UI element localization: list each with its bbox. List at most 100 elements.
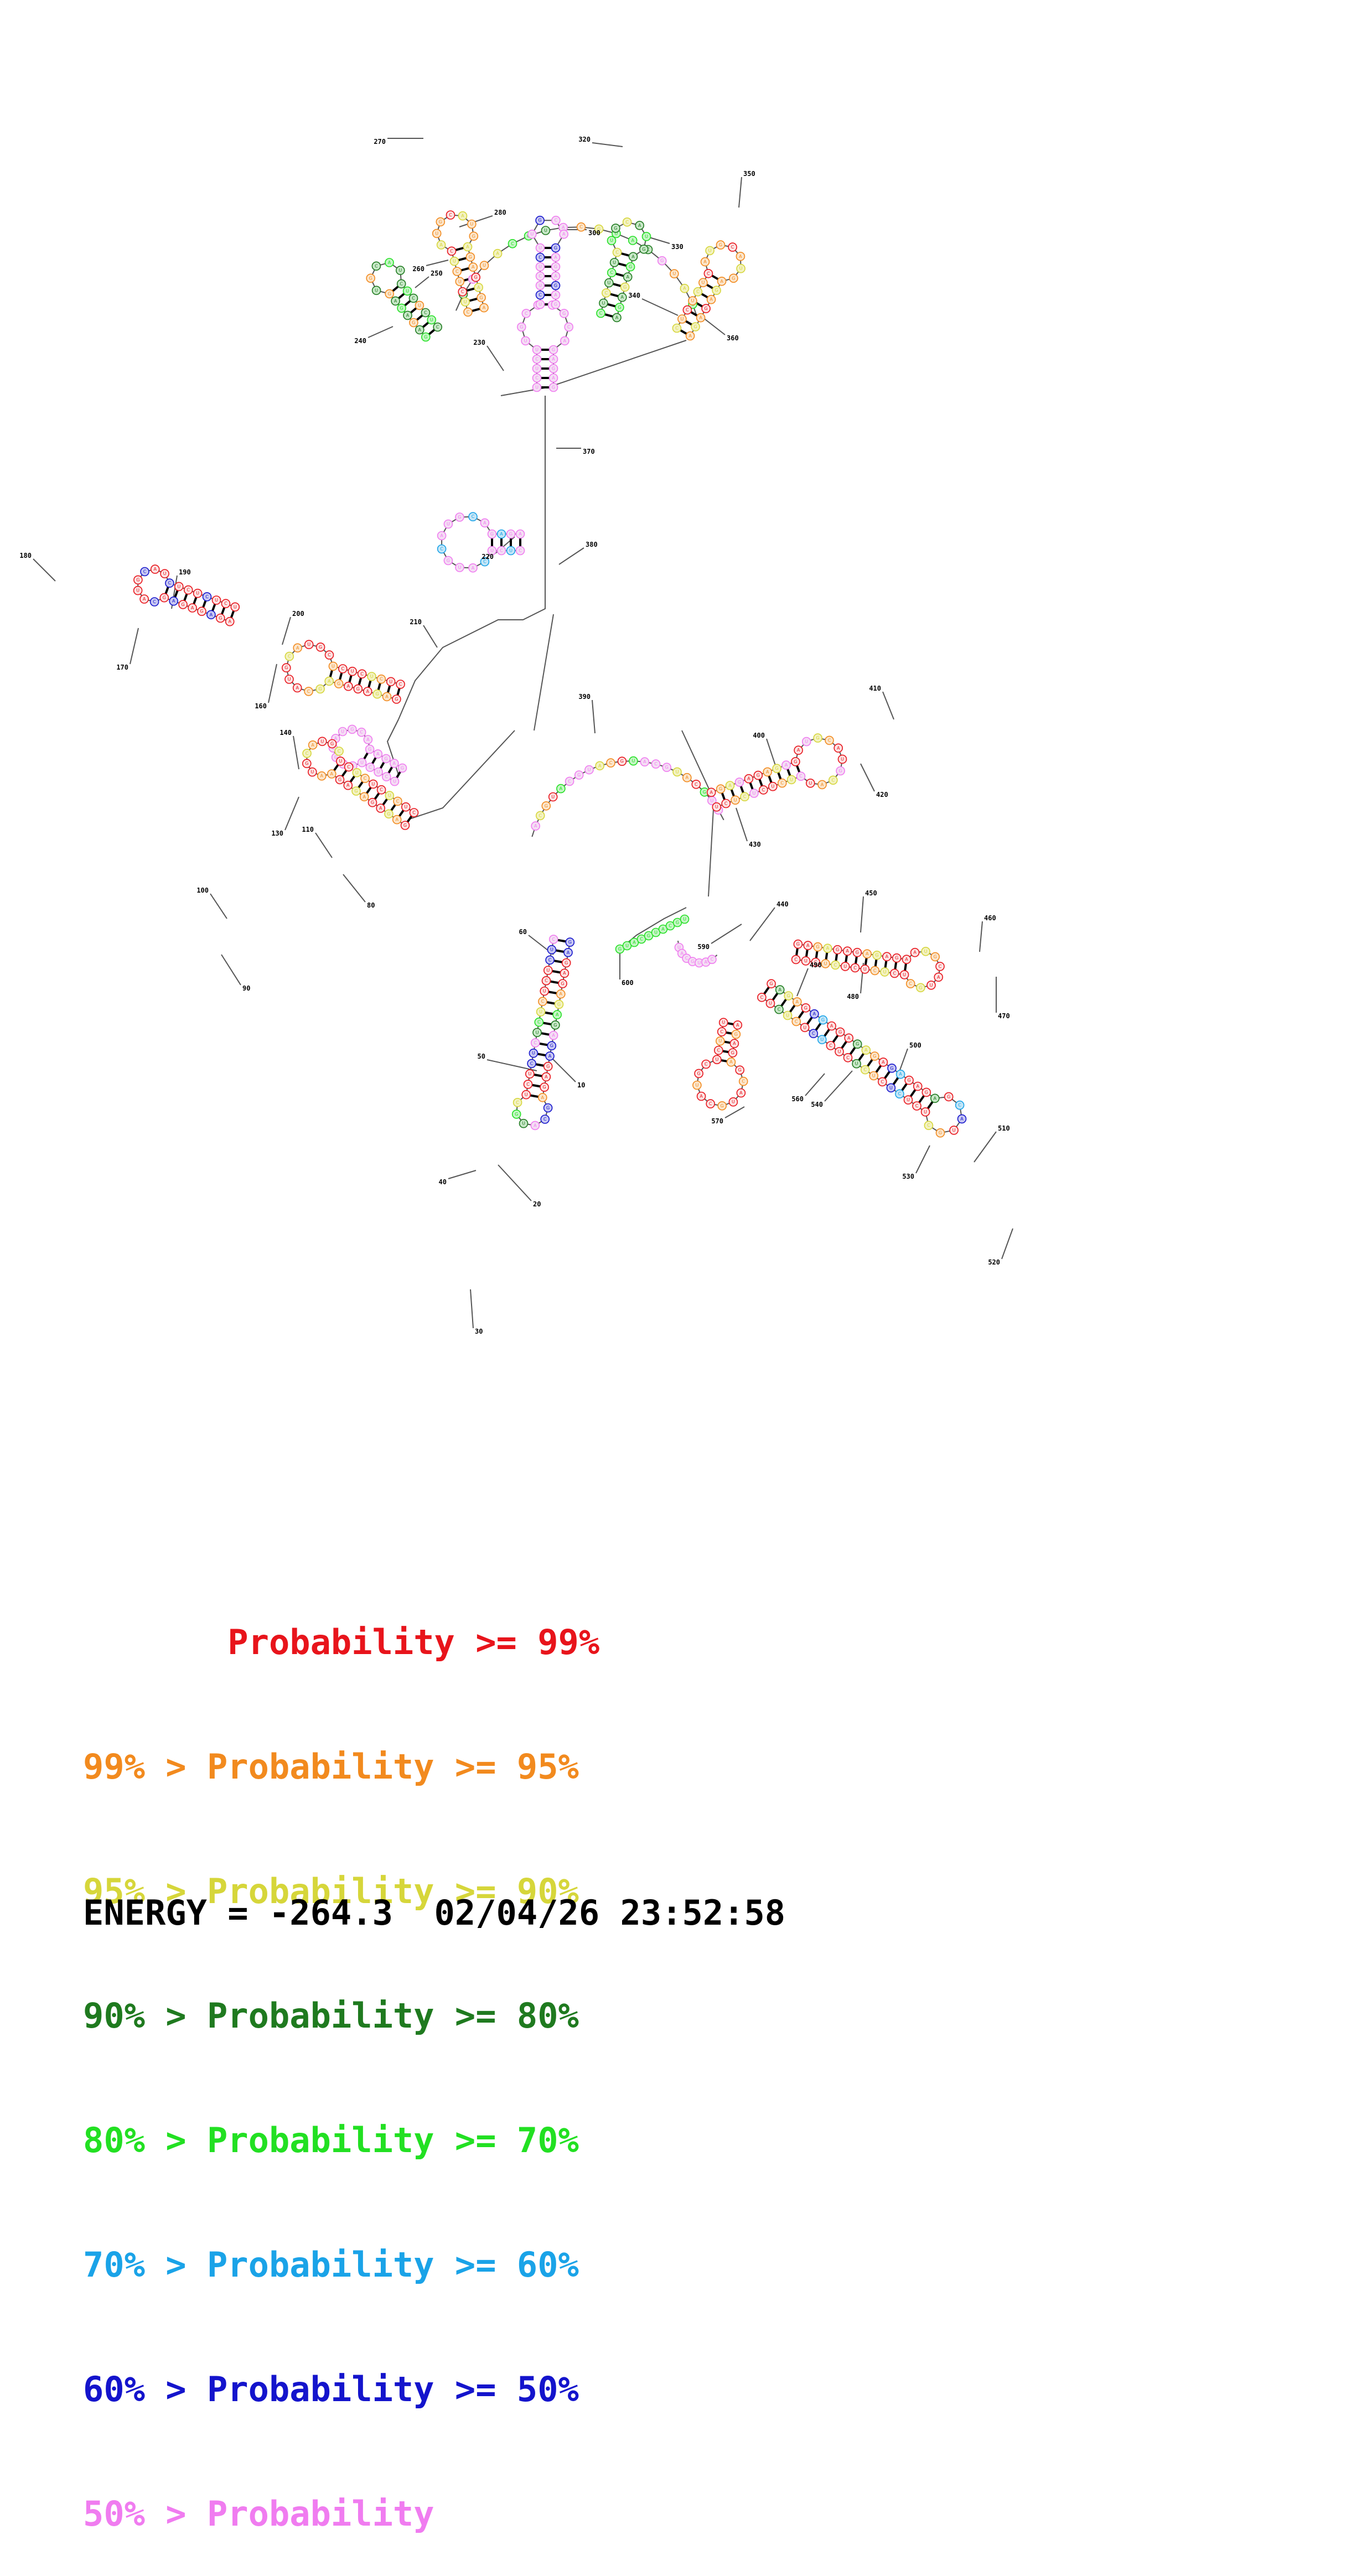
nucleotide [548, 382, 558, 392]
label-leader [498, 1164, 532, 1201]
nucleotide-letter: A [311, 743, 314, 748]
nucleotide [706, 787, 716, 797]
nucleotide-letter: A [626, 274, 629, 279]
nucleotide-letter: A [393, 761, 396, 766]
nucleotide-letter: U [430, 318, 433, 323]
nucleotide-letter: A [661, 927, 665, 932]
nucleotide-letter: G [734, 1032, 738, 1037]
nucleotide-letter: G [557, 1002, 561, 1007]
legend-row-p50: 60% > Probability >= 50% [83, 2369, 579, 2409]
nucleotide-letter: U [645, 234, 648, 239]
nucleotide [693, 287, 703, 297]
nucleotide [521, 1090, 531, 1100]
nucleotide [560, 336, 569, 346]
position-label: 510 [998, 1124, 1010, 1132]
nucleotide [540, 986, 550, 996]
nucleotide [705, 246, 715, 256]
label-leader [724, 1106, 745, 1118]
nucleotide-letter: C [898, 1091, 902, 1096]
nucleotide-letter: C [380, 677, 383, 682]
nucleotide-letter: C [205, 594, 209, 599]
nucleotide [530, 1121, 540, 1131]
nucleotide [230, 602, 240, 612]
nucleotide-letter: G [816, 735, 819, 740]
nucleotide [403, 310, 412, 320]
nucleotide-letter: G [890, 1066, 893, 1071]
nucleotide-letter: A [477, 285, 480, 290]
nucleotide-letter: G [552, 385, 555, 390]
nucleotide-letter: C [525, 311, 528, 316]
nucleotide-letter: G [550, 1043, 553, 1048]
nucleotide-letter: G [925, 1090, 928, 1095]
legend-row-plow: 50% > Probability [83, 2494, 434, 2534]
nucleotide-letter: A [366, 689, 369, 694]
nucleotide [548, 354, 558, 364]
nucleotide [852, 1059, 861, 1069]
nucleotide-letter: U [697, 961, 701, 966]
nucleotide-letter: U [602, 300, 605, 305]
nucleotide-letter: G [838, 1029, 842, 1034]
label-leader [738, 177, 742, 208]
nucleotide-letter: A [554, 255, 557, 260]
position-label: 430 [749, 841, 761, 848]
backbone-segment [711, 761, 796, 793]
nucleotide [949, 1126, 959, 1135]
nucleotide [516, 322, 526, 332]
nucleotide [225, 616, 235, 626]
nucleotide-letter: A [633, 940, 636, 945]
nucleotide [777, 778, 787, 788]
nucleotide [545, 1051, 555, 1061]
nucleotide [944, 1092, 954, 1102]
nucleotide-letter: U [351, 669, 354, 674]
nucleotide [618, 292, 627, 302]
nucleotide [640, 757, 650, 766]
nucleotide-letter: C [605, 291, 608, 296]
nucleotide [826, 1041, 836, 1050]
nucleotide [850, 963, 860, 973]
nucleotide [506, 546, 516, 556]
nucleotide-letter: G [400, 305, 403, 310]
nucleotide [548, 373, 558, 383]
label-leader [315, 832, 333, 858]
backbone-lines [33, 138, 1013, 1329]
nucleotide-letter: U [509, 548, 512, 553]
nucleotide-letter: C [539, 255, 542, 260]
nucleotide-letter: U [530, 232, 534, 237]
nucleotide [338, 727, 348, 737]
nucleotide-letter: U [863, 967, 867, 972]
nucleotide-letter: G [318, 687, 322, 692]
label-leader [486, 345, 504, 371]
nucleotide-letter: U [528, 1071, 531, 1076]
legend-row-p90: 95% > Probability >= 90% [83, 1871, 579, 1911]
nucleotide [731, 795, 740, 805]
position-label: 30 [475, 1328, 483, 1335]
nucleotide [882, 952, 892, 961]
nucleotide-letter: U [539, 1009, 542, 1014]
position-label: 40 [439, 1178, 447, 1186]
nucleotide-letter: C [541, 999, 545, 1004]
nucleotide-letter: G [403, 823, 407, 828]
nucleotide-letter: G [597, 226, 600, 231]
nucleotide [688, 296, 697, 305]
nucleotide-letter: C [893, 971, 897, 976]
nucleotide [716, 784, 726, 794]
nucleotide-letter: A [534, 1123, 537, 1128]
nucleotide [878, 1077, 887, 1087]
nucleotide-letter: A [439, 242, 443, 247]
nucleotide-letter: U [546, 968, 550, 973]
nucleotide-letter: A [461, 214, 464, 219]
nucleotide-letter: G [546, 1064, 550, 1069]
nucleotide-letter: U [708, 248, 712, 253]
nucleotide-letter: G [796, 942, 800, 947]
nucleotide [784, 991, 793, 1001]
nucleotide-letter: A [913, 950, 917, 955]
nucleotide-letter: G [757, 773, 760, 778]
nucleotide-letter: G [721, 1103, 724, 1108]
nucleotide-letter: G [424, 335, 427, 340]
position-label: 90 [242, 984, 250, 992]
nucleotide [386, 677, 396, 687]
nucleotide [547, 945, 557, 955]
nucleotide-letter: U [332, 664, 335, 668]
nucleotide-letter: A [683, 286, 686, 291]
nucleotide [781, 760, 791, 770]
